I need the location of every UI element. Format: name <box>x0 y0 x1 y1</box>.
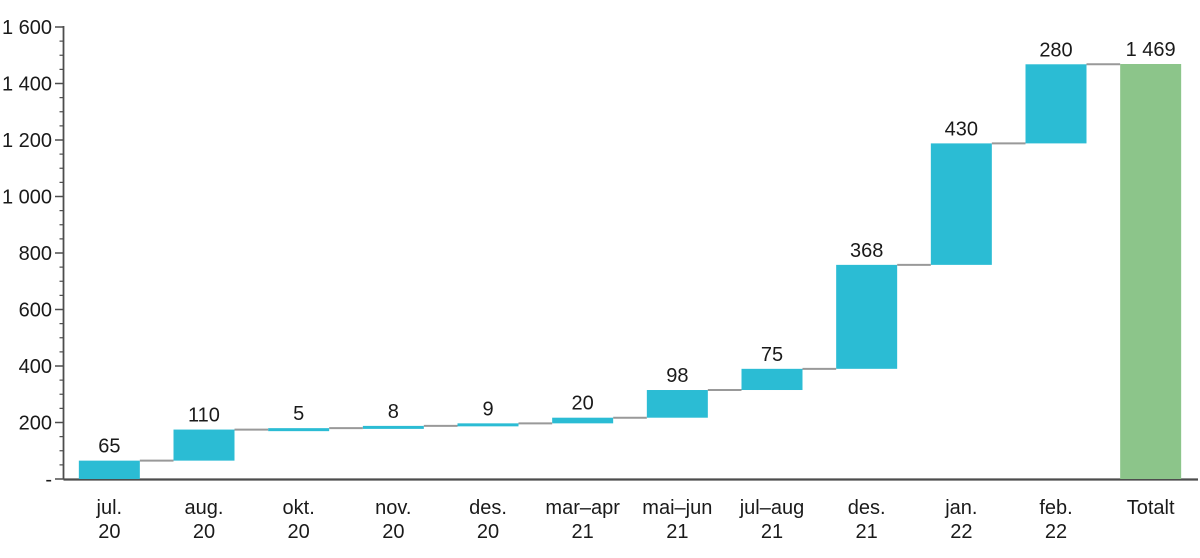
value-label: 368 <box>850 240 883 262</box>
y-axis-label: 1 400 <box>2 74 52 96</box>
value-label: 5 <box>293 403 304 425</box>
x-axis-label: jul–aug <box>739 497 805 519</box>
y-axis-label: 800 <box>19 243 52 265</box>
waterfall-bar <box>836 264 898 369</box>
x-axis-label: 20 <box>477 521 499 543</box>
waterfall-bar <box>930 143 992 265</box>
x-axis-label: 21 <box>856 521 878 543</box>
y-axis-label: 200 <box>19 413 52 435</box>
value-label: 8 <box>388 401 399 423</box>
y-axis-label: 400 <box>19 356 52 378</box>
total-bar <box>1120 64 1182 479</box>
value-label: 9 <box>482 398 493 420</box>
y-axis-label: 1 600 <box>2 17 52 39</box>
x-axis-label: 21 <box>761 521 783 543</box>
x-axis-label: feb. <box>1039 497 1072 519</box>
x-axis-label: 20 <box>98 521 120 543</box>
x-axis-label: Totalt <box>1127 497 1175 519</box>
x-axis-label: des. <box>848 497 886 519</box>
x-axis-label: 20 <box>382 521 404 543</box>
value-label: 20 <box>572 393 594 415</box>
waterfall-bar <box>1025 64 1087 144</box>
x-axis-label: mar–apr <box>545 497 620 519</box>
value-label: 280 <box>1039 39 1072 61</box>
y-axis-label: 1 000 <box>2 187 52 209</box>
waterfall-bar <box>268 428 330 432</box>
value-label: 110 <box>188 405 220 427</box>
value-label: 430 <box>945 118 978 140</box>
x-axis-label: nov. <box>375 497 411 519</box>
waterfall-bar <box>552 417 614 424</box>
x-axis-label: mai–jun <box>642 497 712 519</box>
value-label: 1 469 <box>1126 39 1176 61</box>
x-axis-label: 20 <box>288 521 310 543</box>
x-axis-label: 20 <box>193 521 215 543</box>
value-label: 75 <box>761 344 783 366</box>
value-label: 65 <box>98 436 120 458</box>
y-axis-label: 1 200 <box>2 130 52 152</box>
x-axis-label: aug. <box>185 497 224 519</box>
x-axis-label: 22 <box>1045 521 1067 543</box>
x-axis-label: 22 <box>950 521 972 543</box>
x-axis-label: okt. <box>283 497 315 519</box>
waterfall-bar <box>457 423 519 427</box>
waterfall-bar <box>741 368 803 391</box>
waterfall-bar <box>173 429 235 461</box>
waterfall-bar <box>362 425 424 429</box>
x-axis-label: jul. <box>96 497 123 519</box>
x-axis-label: des. <box>469 497 507 519</box>
waterfall-bar <box>646 390 708 418</box>
y-axis-label: 600 <box>19 300 52 322</box>
value-label: 98 <box>666 365 688 387</box>
x-axis-label: jan. <box>944 497 977 519</box>
x-axis-label: 21 <box>666 521 688 543</box>
x-axis-label: 21 <box>572 521 594 543</box>
y-axis-label: - <box>45 469 52 491</box>
waterfall-bar <box>78 460 140 479</box>
